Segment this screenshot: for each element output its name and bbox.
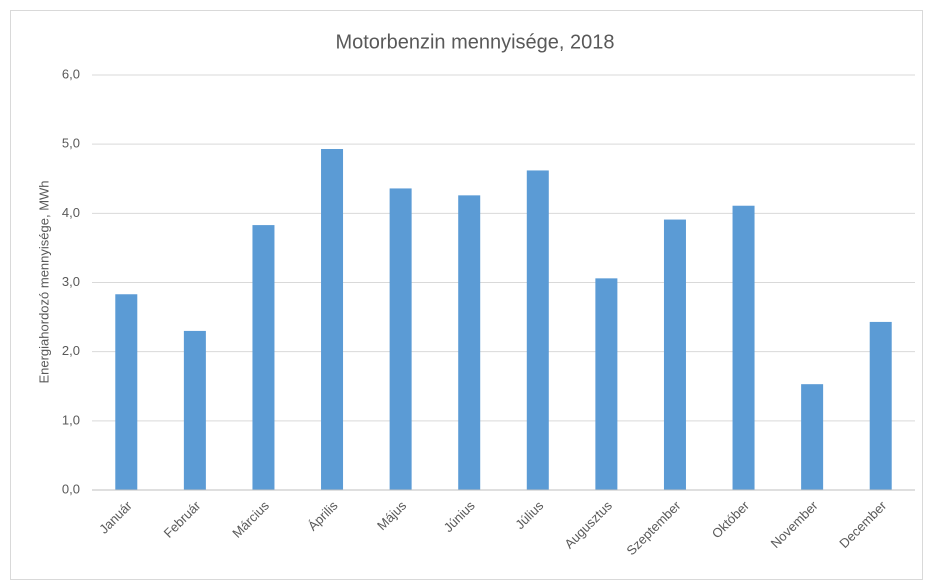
bar	[321, 149, 344, 490]
bar	[526, 170, 549, 490]
bar	[732, 205, 755, 490]
y-tick-label: 5,0	[62, 136, 80, 151]
bar	[389, 188, 412, 490]
bar	[869, 321, 892, 490]
bar	[183, 330, 206, 490]
bar	[663, 219, 686, 490]
y-axis-label: Energiahordozó mennyisége, MWh	[36, 180, 51, 383]
bar	[595, 278, 618, 490]
chart-title: Motorbenzin mennyisége, 2018	[335, 31, 614, 53]
y-tick-label: 6,0	[62, 66, 80, 81]
bar	[801, 384, 824, 490]
bar	[115, 294, 138, 490]
y-tick-label: 4,0	[62, 205, 80, 220]
bar	[458, 195, 481, 490]
y-tick-label: 3,0	[62, 274, 80, 289]
y-tick-label: 0,0	[62, 481, 80, 496]
y-tick-label: 2,0	[62, 343, 80, 358]
y-tick-label: 1,0	[62, 412, 80, 427]
bar	[252, 225, 275, 490]
